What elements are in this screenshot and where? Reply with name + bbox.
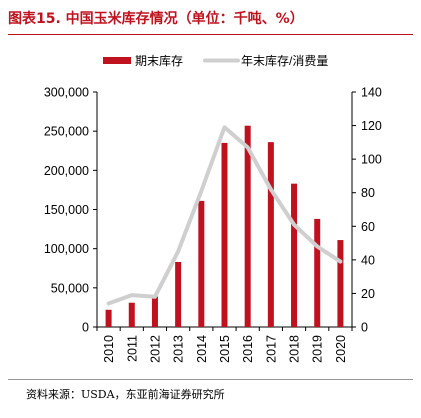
legend-label-line: 年末库存/消费量 — [241, 53, 328, 68]
y-right-tick-label: 80 — [361, 186, 375, 200]
chart-title: 图表15. 中国玉米库存情况（单位：千吨、%） — [8, 11, 304, 27]
chart: 期末库存 年末库存/消费量 0 50,000 100,000 150,000 200,00… — [44, 53, 382, 363]
legend-swatch-bar — [103, 57, 131, 64]
bar — [221, 142, 228, 327]
y-right-tick-label: 120 — [361, 119, 382, 133]
x-tick-label: 2014 — [195, 335, 209, 363]
y-right-tick-label: 140 — [361, 86, 382, 100]
x-tick-label: 2018 — [288, 335, 302, 363]
bar — [337, 240, 344, 327]
x-tick-label: 2010 — [102, 335, 116, 363]
y-left-tick-label: 50,000 — [51, 281, 89, 295]
bar — [198, 200, 205, 327]
y-left-tick-label: 200,000 — [44, 164, 89, 178]
y-right-tick-label: 100 — [361, 153, 382, 167]
x-tick-label: 2017 — [264, 335, 278, 363]
x-tick-label: 2013 — [172, 335, 186, 363]
bar — [151, 296, 158, 327]
tick-labels: 0 50,000 100,000 150,000 200,000 250,000 300,0… — [44, 86, 382, 363]
y-left-tick-label: 0 — [82, 321, 89, 335]
title-divider — [8, 34, 413, 35]
x-tick-label: 2011 — [125, 335, 139, 362]
y-left-tick-label: 250,000 — [44, 125, 89, 139]
source-note: 资料来源：USDA，东亚前海证券研究所 — [26, 388, 225, 401]
bar — [128, 302, 135, 327]
legend: 期末库存 年末库存/消费量 — [103, 53, 328, 68]
x-tick-label: 2020 — [334, 335, 348, 363]
bar — [314, 218, 321, 327]
x-tick-label: 2015 — [218, 335, 232, 363]
y-right-tick-label: 0 — [361, 321, 368, 335]
bar — [291, 183, 298, 327]
x-tick-label: 2019 — [311, 335, 325, 363]
bar-series — [105, 125, 344, 327]
y-right-tick-label: 60 — [361, 220, 375, 234]
x-tick-label: 2012 — [148, 335, 162, 363]
y-left-tick-label: 100,000 — [44, 242, 89, 256]
y-left-tick-label: 300,000 — [44, 86, 89, 100]
source-divider — [8, 379, 413, 380]
bar — [267, 142, 274, 327]
y-left-tick-label: 150,000 — [44, 203, 89, 217]
y-right-tick-label: 20 — [361, 287, 375, 301]
line-series — [106, 125, 343, 306]
bar — [175, 261, 182, 327]
bar — [105, 309, 112, 327]
x-tick-label: 2016 — [241, 335, 255, 363]
legend-label-bar: 期末库存 — [135, 53, 183, 68]
y-right-tick-label: 40 — [361, 253, 375, 267]
bar — [244, 125, 251, 327]
